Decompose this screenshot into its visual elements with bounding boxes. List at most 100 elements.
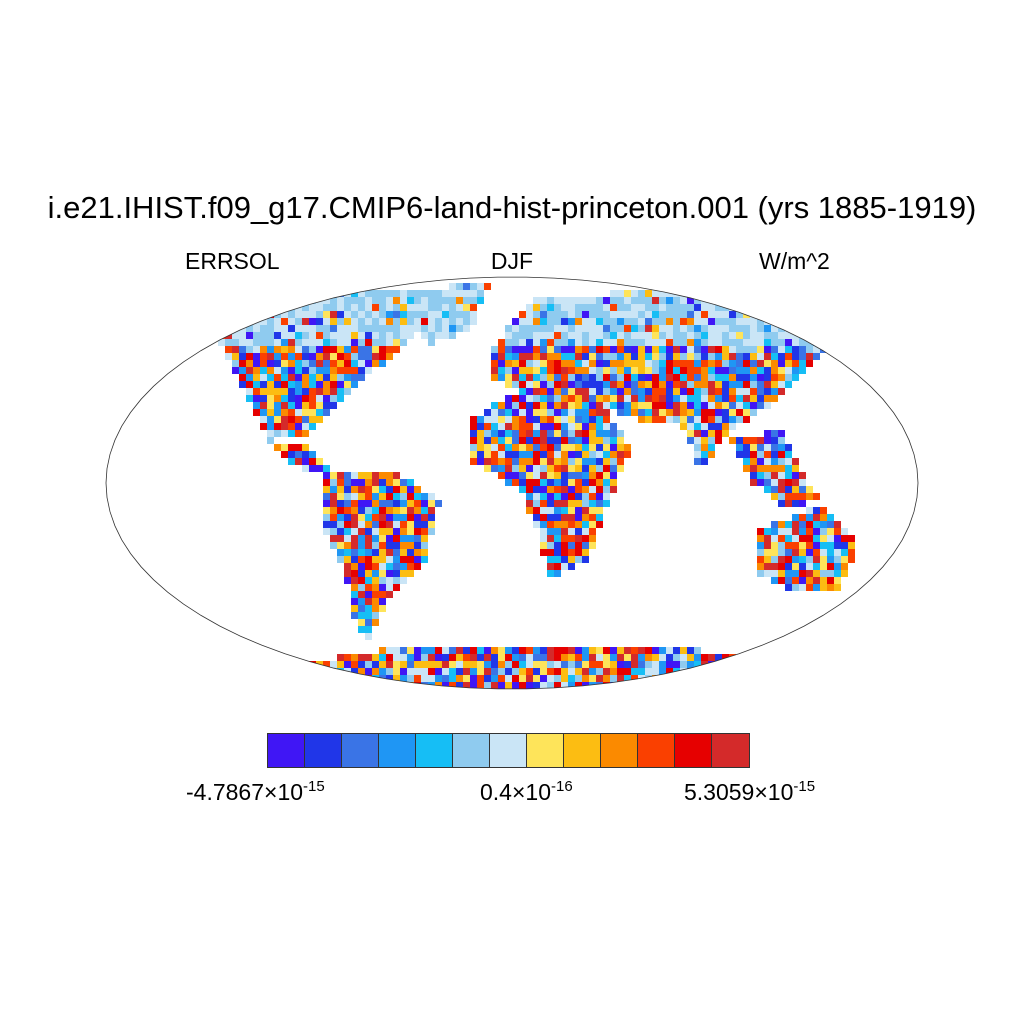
land-cell [533, 472, 540, 479]
land-cell [554, 675, 561, 682]
land-cell [267, 395, 274, 402]
land-cell [288, 402, 295, 409]
land-cell [764, 332, 771, 339]
land-cell [757, 528, 764, 535]
land-cell [407, 563, 414, 570]
land-cell [624, 339, 631, 346]
land-cell [463, 325, 470, 332]
land-cell [547, 451, 554, 458]
land-cell [358, 360, 365, 367]
land-cell [386, 493, 393, 500]
land-cell [645, 360, 652, 367]
land-cell [778, 570, 785, 577]
land-cell [841, 535, 848, 542]
land-cell [414, 535, 421, 542]
land-cell [351, 535, 358, 542]
land-cell [358, 542, 365, 549]
land-cell [442, 332, 449, 339]
land-cell [344, 367, 351, 374]
land-cell [393, 493, 400, 500]
land-cell [575, 668, 582, 675]
land-cell [778, 577, 785, 584]
land-cell [491, 409, 498, 416]
land-cell [400, 507, 407, 514]
land-cell [274, 409, 281, 416]
land-cell [309, 381, 316, 388]
land-cell [379, 360, 386, 367]
land-cell [281, 675, 288, 682]
land-cell [372, 297, 379, 304]
land-cell [652, 409, 659, 416]
land-cell [253, 353, 260, 360]
land-cell [673, 325, 680, 332]
land-cell [617, 290, 624, 297]
land-cell [701, 325, 708, 332]
land-cell [414, 549, 421, 556]
land-cell [806, 297, 813, 304]
land-cell [449, 654, 456, 661]
land-cell [239, 311, 246, 318]
land-cell [442, 661, 449, 668]
land-cell [421, 682, 428, 689]
land-cell [743, 304, 750, 311]
land-cell [519, 381, 526, 388]
land-cell [645, 332, 652, 339]
land-cell [253, 388, 260, 395]
land-cell [344, 570, 351, 577]
land-cell [519, 367, 526, 374]
land-cell [344, 290, 351, 297]
land-cell [330, 290, 337, 297]
land-cell [358, 675, 365, 682]
land-cell [799, 367, 806, 374]
land-cell [645, 374, 652, 381]
land-cell [288, 346, 295, 353]
land-cell [792, 472, 799, 479]
land-cell [407, 493, 414, 500]
land-cell [638, 318, 645, 325]
land-cell [582, 374, 589, 381]
land-cell [400, 549, 407, 556]
land-cell [316, 381, 323, 388]
land-cell [757, 451, 764, 458]
land-cell [792, 297, 799, 304]
land-cell [645, 297, 652, 304]
land-cell [757, 668, 764, 675]
land-cell [554, 388, 561, 395]
land-cell [540, 332, 547, 339]
land-cell [491, 430, 498, 437]
land-cell [337, 318, 344, 325]
land-cell [582, 521, 589, 528]
land-cell [526, 682, 533, 689]
land-cell [771, 556, 778, 563]
land-cell [344, 353, 351, 360]
land-cell [442, 654, 449, 661]
land-cell [330, 682, 337, 689]
land-cell [799, 346, 806, 353]
land-cell [547, 570, 554, 577]
land-cell [771, 360, 778, 367]
land-cell [799, 584, 806, 591]
land-cell [253, 304, 260, 311]
land-cell [785, 472, 792, 479]
land-cell [288, 290, 295, 297]
land-cell [582, 647, 589, 654]
land-cell [715, 374, 722, 381]
land-cell [316, 332, 323, 339]
land-cell [330, 304, 337, 311]
land-cell [554, 493, 561, 500]
land-cell [701, 332, 708, 339]
land-cell [484, 416, 491, 423]
land-cell [652, 661, 659, 668]
land-cell [701, 409, 708, 416]
land-cell [274, 430, 281, 437]
land-cell [337, 493, 344, 500]
land-cell [344, 577, 351, 584]
land-cell [568, 465, 575, 472]
land-cell [799, 325, 806, 332]
land-cell [792, 514, 799, 521]
land-cell [344, 500, 351, 507]
land-cell [827, 570, 834, 577]
land-cell [708, 360, 715, 367]
land-cell [316, 458, 323, 465]
land-cell [631, 297, 638, 304]
